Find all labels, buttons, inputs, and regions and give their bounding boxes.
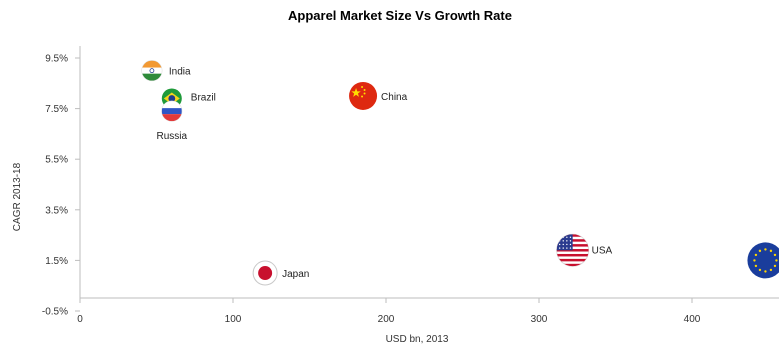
x-tick-label: 200 (378, 314, 395, 325)
y-tick-label: 3.5% (45, 205, 68, 216)
x-tick-label: 0 (77, 314, 83, 325)
y-tick-label: 1.5% (45, 256, 68, 267)
x-ticks: 0 100 200 300 400 (77, 298, 701, 325)
russia-flag-icon (161, 100, 183, 122)
usa-flag-icon (556, 233, 590, 267)
x-axis-label: USD bn, 2013 (386, 334, 449, 345)
point-label: Japan (282, 269, 309, 280)
point-label: India (169, 67, 191, 78)
y-axis-label: CAGR 2013-18 (12, 162, 23, 231)
y-tick-label: -0.5% (42, 307, 68, 318)
point-label: Russia (157, 131, 188, 142)
point-label: USA (592, 245, 613, 256)
chart-title: Apparel Market Size Vs Growth Rate (288, 8, 512, 23)
x-tick-label: 400 (684, 314, 701, 325)
x-tick-label: 100 (225, 314, 242, 325)
point-label: Brazil (191, 92, 216, 103)
data-points: India Brazil Russia China USA Japan (141, 60, 779, 286)
japan-flag-icon (252, 260, 278, 286)
india-flag-icon (141, 60, 163, 82)
eu-flag-icon (747, 242, 779, 279)
china-flag-icon (349, 81, 378, 110)
y-tick-label: 9.5% (45, 54, 68, 65)
y-tick-label: 5.5% (45, 155, 68, 166)
x-tick-label: 300 (531, 314, 548, 325)
point-label: China (381, 92, 408, 103)
y-tick-label: 7.5% (45, 104, 68, 115)
y-ticks: -0.5% 1.5% 3.5% 5.5% 7.5% 9.5% (42, 54, 80, 318)
